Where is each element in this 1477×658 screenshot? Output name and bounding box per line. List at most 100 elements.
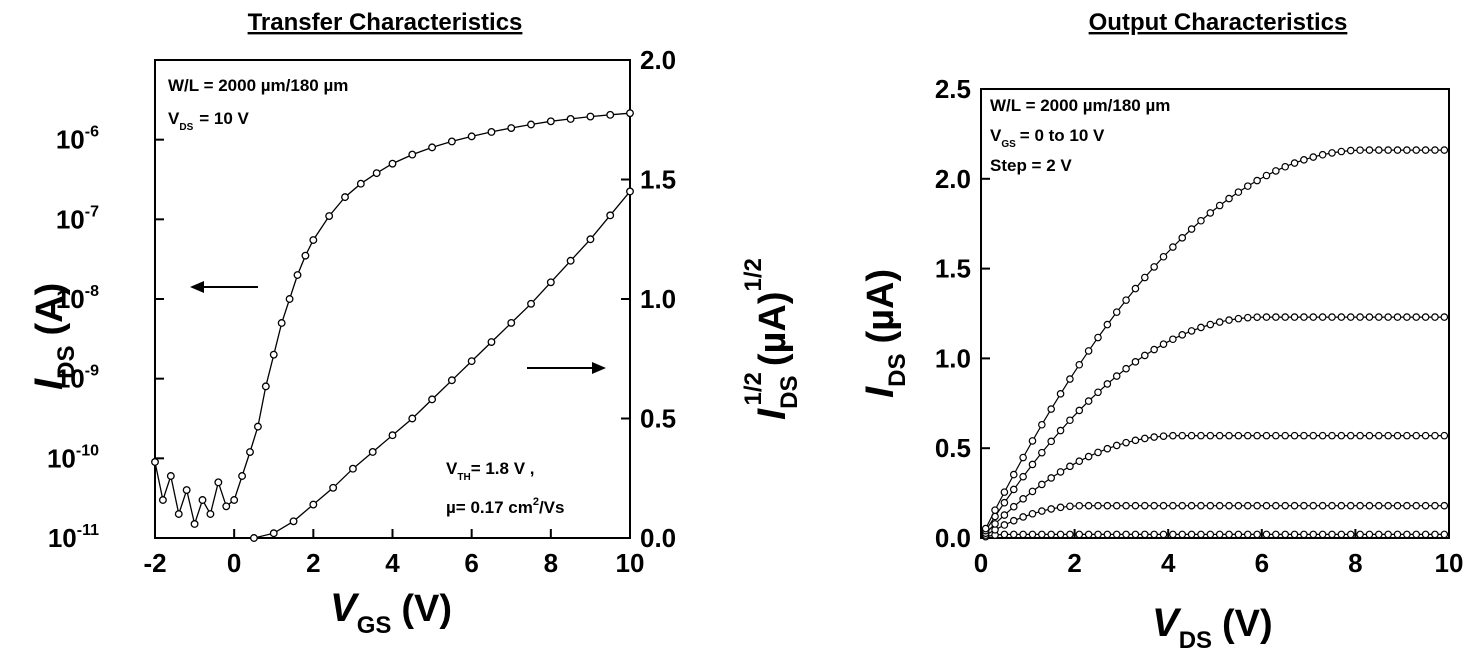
output-point-vgs-8 — [1206, 209, 1215, 217]
transfer-left-y-tick-label: 10-11 — [48, 522, 99, 553]
output-point-vgs-4 — [1356, 431, 1364, 440]
output-point-vgs-0 — [1375, 530, 1383, 539]
output-point-vgs-0 — [1421, 530, 1430, 539]
output-point-vgs-0 — [1281, 530, 1290, 539]
transfer-series-left-point — [222, 502, 231, 511]
output-point-vgs-2 — [1159, 501, 1168, 510]
transfer-right-y-axis-label: IDS1/2(µA)1/2 — [740, 258, 803, 420]
output-point-vgs-4 — [1169, 431, 1177, 440]
transfer-series-left-point — [428, 143, 437, 152]
output-point-vgs-4 — [1197, 431, 1205, 440]
transfer-series-left-point — [388, 159, 397, 168]
output-point-vgs-0 — [1178, 530, 1187, 539]
transfer-series-left-point — [546, 117, 555, 126]
output-point-vgs-6 — [1309, 313, 1318, 321]
output-point-vgs-8 — [1337, 147, 1346, 156]
output-point-vgs-6 — [1281, 313, 1290, 321]
output-point-vgs-4 — [1141, 434, 1149, 443]
transfer-series-left-point — [507, 124, 516, 132]
transfer-series-left-point — [285, 295, 294, 303]
output-point-vgs-0 — [1169, 530, 1177, 539]
output-point-vgs-8 — [1084, 347, 1093, 355]
transfer-title: Transfer Characteristics — [248, 9, 523, 36]
output-point-vgs-2 — [1440, 501, 1449, 510]
output-point-vgs-8 — [1103, 320, 1112, 329]
transfer-series-right-point — [329, 483, 338, 492]
output-point-vgs-6 — [1393, 313, 1402, 321]
output-point-vgs-4 — [1178, 431, 1187, 440]
output-point-vgs-0 — [1028, 530, 1037, 539]
output-point-vgs-2 — [1028, 509, 1037, 518]
transfer-series-right-point — [546, 278, 555, 287]
output-point-vgs-2 — [1365, 501, 1374, 510]
output-point-vgs-8 — [1066, 375, 1074, 383]
transfer-series-left-point — [206, 510, 215, 518]
transfer-left-y-tick-label: 10-8 — [56, 283, 99, 314]
transfer-series-left-point — [253, 422, 262, 431]
output-point-vgs-0 — [1047, 530, 1056, 539]
output-point-vgs-8 — [1056, 390, 1065, 398]
output-point-vgs-8 — [1009, 470, 1018, 479]
right-axis-arrow — [527, 362, 606, 374]
output-point-vgs-0 — [1328, 530, 1336, 539]
output-point-vgs-0 — [1346, 530, 1355, 539]
output-point-vgs-0 — [1066, 530, 1074, 539]
output-point-vgs-8 — [1393, 146, 1402, 154]
output-point-vgs-8 — [1197, 216, 1205, 225]
output-point-vgs-4 — [1038, 480, 1046, 489]
output-point-vgs-2 — [1253, 501, 1261, 510]
transfer-series-left-point — [293, 271, 302, 279]
transfer-left-y-tick-label: 10-6 — [56, 124, 99, 155]
output-point-vgs-4 — [1412, 431, 1421, 440]
output-point-vgs-6 — [1300, 313, 1308, 321]
output-point-vgs-4 — [1253, 431, 1261, 440]
output-point-vgs-8 — [1215, 201, 1224, 210]
output-point-vgs-2 — [1356, 501, 1364, 510]
transfer-series-left-line — [154, 112, 631, 527]
output-point-vgs-8 — [1234, 188, 1243, 196]
output-point-vgs-4 — [1122, 438, 1130, 447]
transfer-series-right-point — [586, 235, 595, 244]
output-point-vgs-2 — [1262, 501, 1271, 510]
output-point-vgs-0 — [1403, 530, 1411, 539]
transfer-series-left-point — [158, 496, 167, 504]
transfer-series-left-point — [214, 478, 223, 487]
output-point-vgs-8 — [1309, 153, 1318, 161]
output-point-vgs-4 — [1328, 431, 1336, 440]
transfer-x-tick-label: -2 — [143, 548, 166, 578]
output-point-vgs-2 — [1272, 501, 1280, 510]
output-point-vgs-2 — [1122, 501, 1130, 510]
output-point-vgs-6 — [1234, 314, 1243, 323]
output-curve-vgs-4 — [985, 435, 1445, 534]
output-point-vgs-2 — [1169, 501, 1177, 510]
output-point-vgs-4 — [1384, 431, 1392, 440]
transfer-x-axis-label: VGS (V) — [330, 586, 452, 639]
transfer-series-left-point — [182, 486, 191, 494]
output-point-vgs-0 — [1000, 530, 1009, 539]
output-point-vgs-6 — [1094, 388, 1102, 397]
output-point-vgs-4 — [1187, 431, 1196, 440]
transfer-series-right-point — [408, 414, 417, 423]
output-point-vgs-0 — [1318, 530, 1327, 539]
output-point-vgs-6 — [1375, 313, 1383, 321]
output-y-tick-label: 0.5 — [935, 433, 971, 463]
output-point-vgs-6 — [1056, 426, 1065, 435]
transfer-left-y-tick-label: 10-9 — [56, 363, 99, 394]
transfer-right-y-tick-label: 0.0 — [640, 523, 676, 553]
output-point-vgs-8 — [1431, 146, 1439, 154]
output-point-vgs-8 — [1122, 296, 1130, 304]
transfer-panel: Transfer Characteristics -2 0 2 4 6 8 10 10-11 1… — [27, 9, 803, 639]
output-point-vgs-2 — [1066, 502, 1074, 511]
output-point-vgs-6 — [1215, 318, 1224, 326]
output-point-vgs-6 — [1075, 406, 1084, 415]
output-point-vgs-0 — [1141, 530, 1149, 539]
output-point-vgs-8 — [1281, 162, 1290, 171]
output-point-vgs-8 — [1412, 146, 1421, 154]
output-point-vgs-4 — [1440, 431, 1449, 440]
output-point-vgs-6 — [1337, 313, 1346, 321]
transfer-series-right-point — [487, 338, 496, 346]
output-point-vgs-8 — [1131, 284, 1140, 293]
output-point-vgs-0 — [1309, 530, 1318, 539]
output-point-vgs-4 — [1009, 502, 1018, 511]
